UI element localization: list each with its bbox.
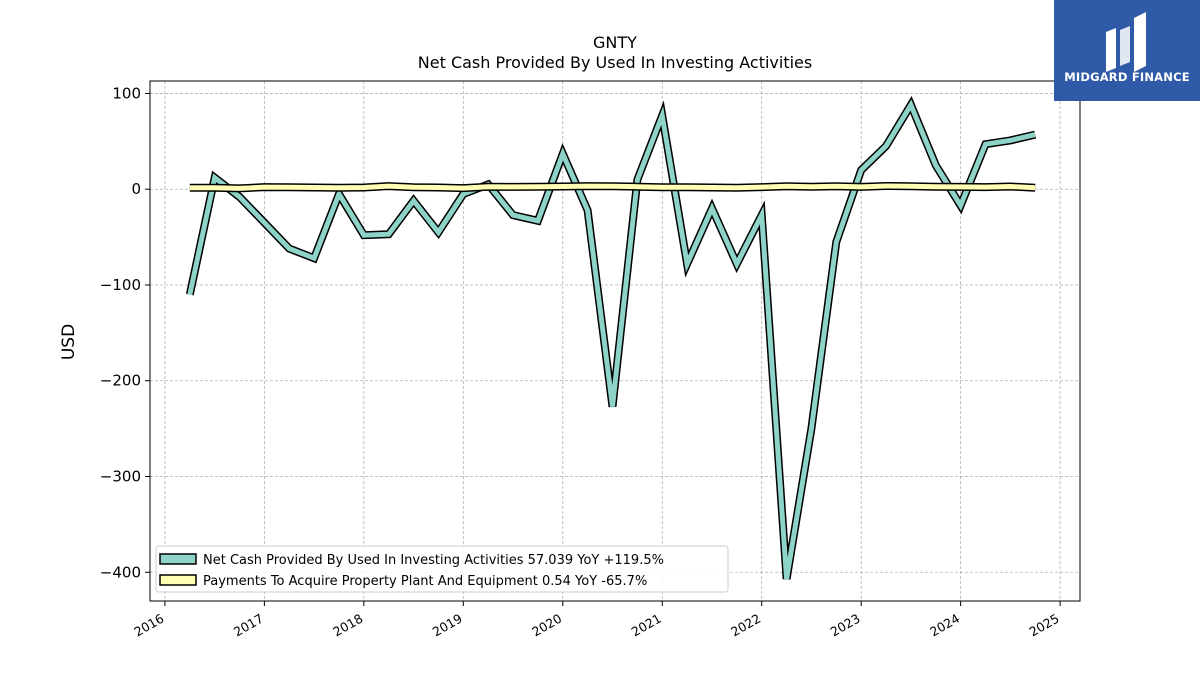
y-tick-label: −200: [100, 372, 141, 390]
plot-frame: [149, 80, 1081, 602]
x-tick-label: 2025: [1027, 611, 1062, 640]
y-tick-label: −400: [100, 563, 141, 581]
legend-swatch: [159, 553, 197, 565]
series-line: [187, 99, 1036, 580]
x-tick-label: 2016: [131, 611, 166, 640]
x-tick-label: 2017: [231, 611, 266, 640]
legend-label: Net Cash Provided By Used In Investing A…: [203, 553, 664, 568]
x-tick-label: 2024: [927, 611, 962, 640]
y-tick-label: −100: [100, 276, 141, 294]
legend-label: Payments To Acquire Property Plant And E…: [203, 574, 647, 589]
y-tick-label: 0: [131, 180, 141, 198]
logo-text: MIDGARD FINANCE: [1064, 70, 1190, 84]
x-tick-label: 2020: [529, 611, 564, 640]
x-tick-label: 2021: [629, 611, 664, 640]
legend-swatch: [159, 574, 197, 586]
series-outline: [185, 96, 1037, 580]
x-tick-label: 2023: [828, 611, 863, 640]
grid-lines: [150, 81, 1080, 601]
series-layer: [185, 96, 1037, 580]
legend: Net Cash Provided By Used In Investing A…: [155, 545, 729, 593]
series-line: [189, 183, 1036, 191]
chart-subtitle: Net Cash Provided By Used In Investing A…: [418, 53, 812, 72]
series-1: [185, 96, 1037, 580]
series-2: [189, 181, 1036, 193]
midgard-finance-logo: MIDGARD FINANCE: [1054, 0, 1200, 101]
x-tick-label: 2022: [728, 611, 763, 640]
chart-title: GNTY: [593, 33, 637, 52]
y-axis-label: USD: [59, 324, 79, 360]
x-tick-label: 2018: [330, 611, 365, 640]
legend-box: [155, 545, 729, 593]
x-tick-label: 2019: [430, 611, 465, 640]
logo-mark-icon: [1106, 12, 1146, 72]
y-tick-label: −300: [100, 468, 141, 486]
y-tick-label: 100: [112, 84, 141, 102]
